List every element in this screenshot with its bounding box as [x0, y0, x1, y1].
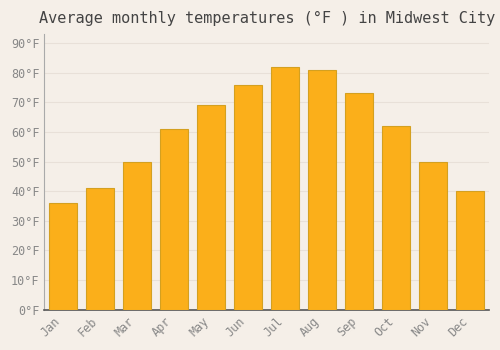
Bar [456, 191, 484, 310]
Bar [160, 129, 188, 310]
Bar [197, 105, 225, 310]
Title: Average monthly temperatures (°F ) in Midwest City: Average monthly temperatures (°F ) in Mi… [38, 11, 495, 26]
Bar [86, 188, 114, 310]
Bar [49, 203, 77, 310]
Bar [234, 85, 262, 310]
Bar [346, 93, 373, 310]
Bar [308, 70, 336, 310]
Bar [272, 67, 299, 310]
Bar [420, 162, 447, 310]
Bar [123, 162, 151, 310]
Bar [382, 126, 410, 310]
